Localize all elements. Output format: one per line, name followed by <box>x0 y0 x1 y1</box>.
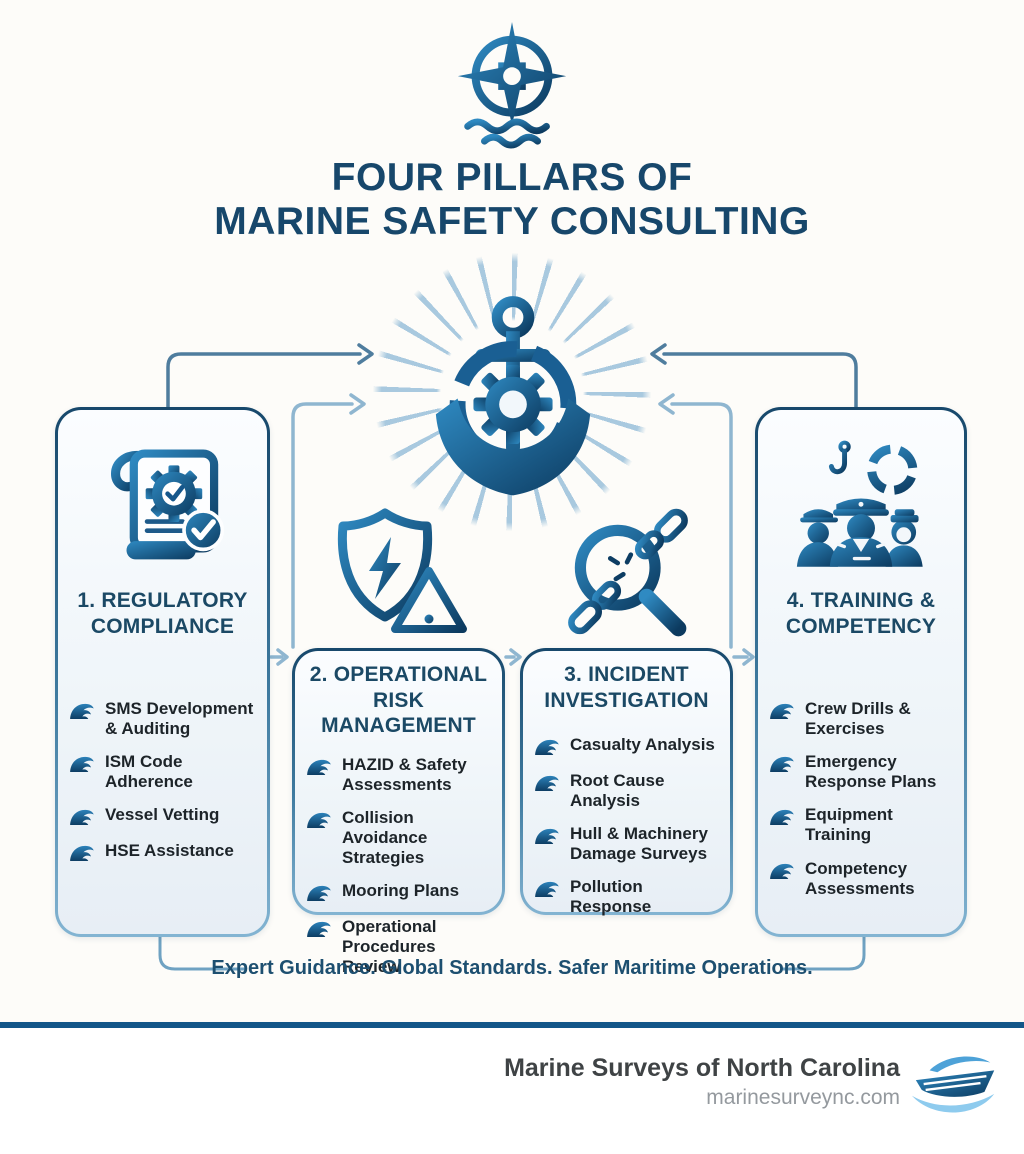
wave-icon <box>768 753 795 775</box>
list-item: Crew Drills & Exercises <box>768 699 956 739</box>
wave-icon <box>533 736 560 758</box>
company-name: Marine Surveys of North Carolina <box>504 1054 900 1082</box>
wave-icon <box>768 860 795 882</box>
title-line-2: MARINE SAFETY CONSULTING <box>214 199 810 243</box>
pillar-title: 2. OPERATIONAL RISK MANAGEMENT <box>309 663 488 738</box>
list-item: Equipment Training <box>768 805 956 845</box>
wave-icon <box>68 700 95 722</box>
scroll-certificate-icon <box>110 449 224 560</box>
crew-lifering-icon <box>796 440 923 567</box>
wave-icon <box>68 753 95 775</box>
wave-icon <box>68 842 95 864</box>
pillar-item-list: HAZID & Safety Assessments Collision Avo… <box>295 755 502 990</box>
list-item: Emergency Response Plans <box>768 752 956 792</box>
list-item: SMS Development & Auditing <box>68 699 259 739</box>
list-item: HSE Assistance <box>68 841 259 864</box>
pillar-card-training-competency: 4. TRAINING & COMPETENCY Crew Drills & E… <box>755 407 967 937</box>
list-item: ISM Code Adherence <box>68 752 259 792</box>
pillar-title: 1. REGULATORY COMPLIANCE <box>77 589 248 638</box>
wave-icon <box>305 882 332 904</box>
list-item: Operational Procedures Review <box>305 917 494 977</box>
wave-icon <box>768 700 795 722</box>
list-item: Root Cause Analysis <box>533 771 722 811</box>
anchor-gear-icon <box>435 296 591 496</box>
pillar-card-regulatory-compliance: 1. REGULATORY COMPLIANCE SMS Development… <box>55 407 270 937</box>
wave-icon <box>305 918 332 940</box>
magnifier-broken-chain-icon <box>568 508 688 637</box>
list-item: Pollution Response <box>533 877 722 917</box>
list-item: Mooring Plans <box>305 881 494 904</box>
list-item: HAZID & Safety Assessments <box>305 755 494 795</box>
footer-divider <box>0 1022 1024 1028</box>
footer: Marine Surveys of North Carolina marines… <box>0 1028 1024 1154</box>
pillar-card-operational-risk: 2. OPERATIONAL RISK MANAGEMENT HAZID & S… <box>292 648 505 976</box>
wave-icon <box>533 878 560 900</box>
wave-icon <box>68 806 95 828</box>
pillar-item-list: Casualty Analysis Root Cause Analysis Hu… <box>523 735 730 930</box>
pillar-title: 3. INCIDENT INVESTIGATION <box>544 663 709 712</box>
pillar-item-list: Crew Drills & Exercises Emergency Respon… <box>758 699 964 911</box>
website-link[interactable]: marinesurveync.com <box>706 1085 900 1109</box>
page-title: FOUR PILLARS OF MARINE SAFETY CONSULTING <box>0 156 1024 243</box>
pillar-item-list: SMS Development & Auditing ISM Code Adhe… <box>58 699 267 877</box>
wave-icon <box>305 809 332 831</box>
shield-alert-icon <box>337 508 467 633</box>
compass-rose-icon <box>457 22 567 149</box>
tagline: Expert Guidance. Global Standards. Safer… <box>211 957 813 979</box>
wave-icon <box>768 806 795 828</box>
list-item: Hull & Machinery Damage Surveys <box>533 824 722 864</box>
list-item: Casualty Analysis <box>533 735 722 758</box>
pillar-card-incident-investigation: 3. INCIDENT INVESTIGATION Casualty Analy… <box>520 648 733 916</box>
wave-icon <box>533 825 560 847</box>
pillar-title: 4. TRAINING & COMPETENCY <box>785 589 937 638</box>
list-item: Collision Avoidance Strategies <box>305 808 494 868</box>
list-item: Vessel Vetting <box>68 805 259 828</box>
list-item: Competency Assessments <box>768 859 956 899</box>
wave-icon <box>305 756 332 778</box>
wave-icon <box>533 772 560 794</box>
ship-logo-icon <box>911 1056 995 1113</box>
title-line-1: FOUR PILLARS OF <box>331 156 693 199</box>
